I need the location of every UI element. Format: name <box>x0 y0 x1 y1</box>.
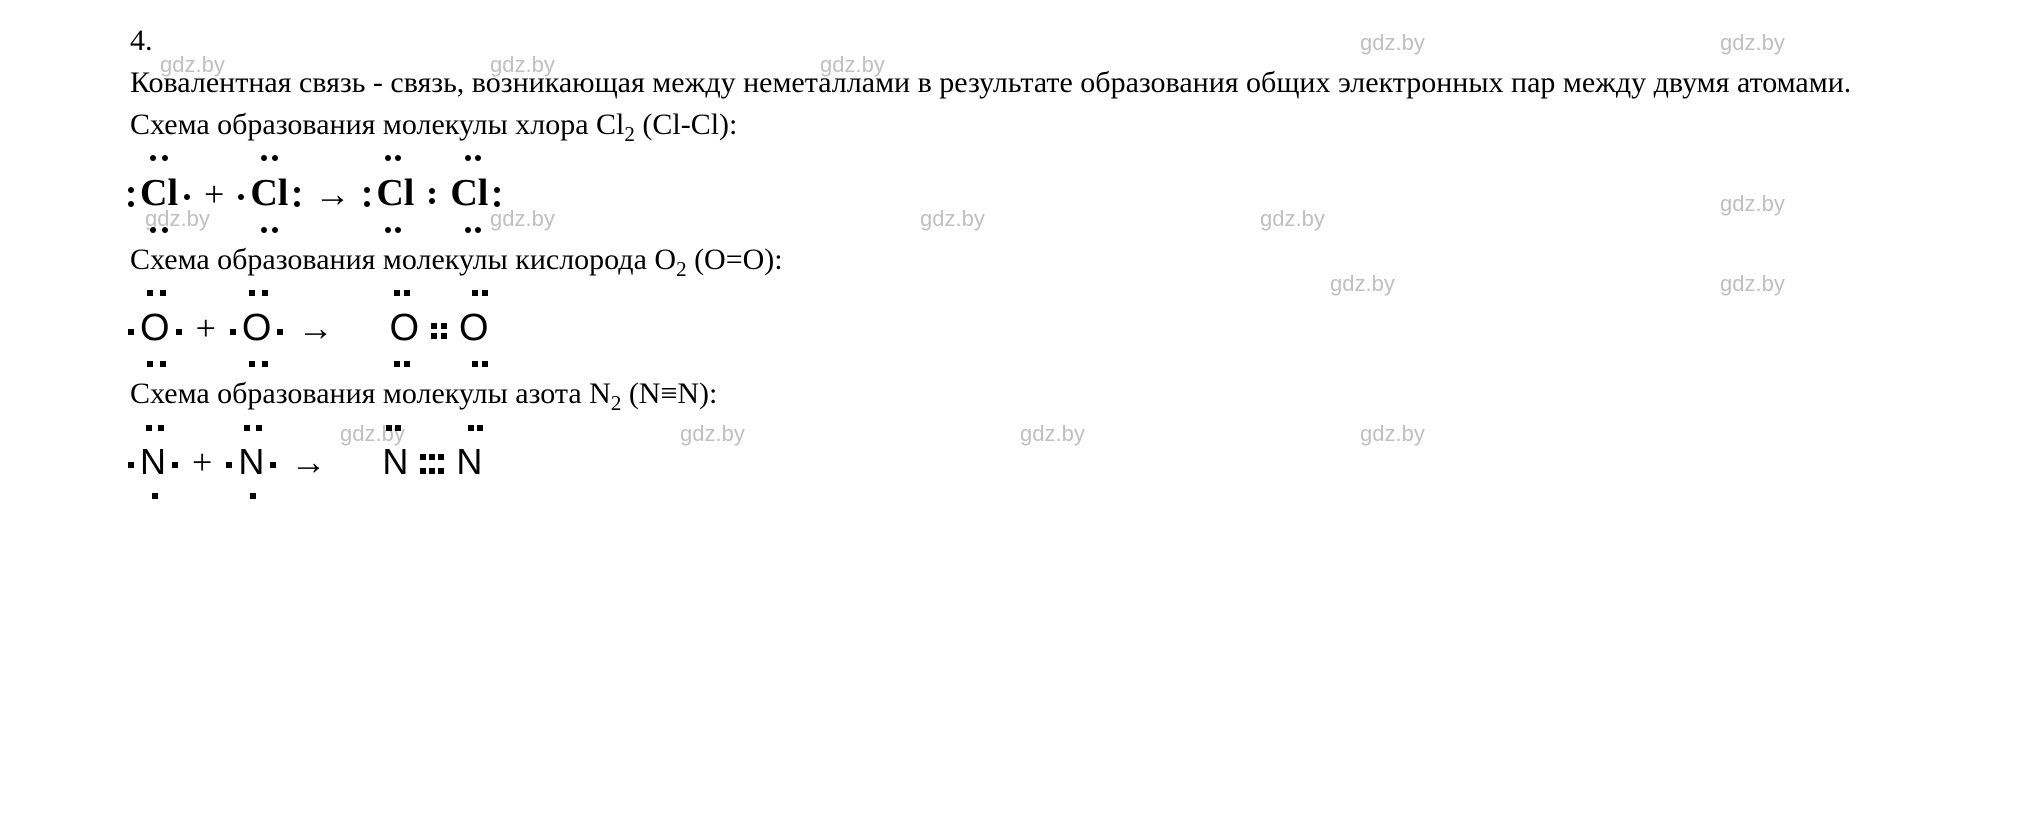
atom-label: Cl <box>140 172 178 214</box>
scheme-cl-sub: 2 <box>624 122 635 146</box>
scheme-o-text: Схема образования молекулы кислорода O <box>130 243 676 276</box>
item-number: 4. <box>60 20 1962 62</box>
watermark: gdz.by <box>1720 269 1785 300</box>
bond-single <box>428 174 436 214</box>
atom-label: O <box>140 307 170 349</box>
atom-cl-1: Cl <box>130 157 188 230</box>
atom-label: N <box>140 441 166 482</box>
atom-o-2: O <box>232 292 282 365</box>
atom-cl-bonded-l: Cl <box>366 157 418 230</box>
atom-o-bonded-l: O <box>379 292 421 365</box>
watermark: gdz.by <box>1360 28 1425 59</box>
atom-cl-bonded-r: Cl <box>446 157 498 230</box>
atom-label: N <box>382 441 408 482</box>
arrow-op: → <box>290 437 326 487</box>
watermark: gdz.by <box>1720 28 1785 59</box>
watermark: gdz.by <box>160 50 225 81</box>
atom-label: O <box>459 307 489 349</box>
scheme-n-sub: 2 <box>611 391 622 415</box>
watermark: gdz.by <box>1260 204 1325 235</box>
bond-double <box>431 309 447 349</box>
scheme-n-paren: (N≡N): <box>621 377 717 410</box>
atom-label: N <box>456 441 482 482</box>
formula-cl: Cl + Cl → Cl Cl <box>130 157 1962 230</box>
scheme-cl-heading: Схема образования молекулы хлора Cl2 (Cl… <box>60 104 1962 149</box>
scheme-n-heading: Схема образования молекулы азота N2 (N≡N… <box>60 373 1962 418</box>
atom-n-2: N <box>228 427 274 497</box>
watermark: gdz.by <box>490 50 555 81</box>
atom-label: N <box>238 441 264 482</box>
atom-o-1: O <box>130 292 180 365</box>
plus-op: + <box>196 303 216 353</box>
atom-cl-2: Cl <box>240 157 298 230</box>
bond-triple <box>420 442 444 482</box>
atom-n-bonded-r: N <box>454 427 492 497</box>
watermark: gdz.by <box>680 419 745 450</box>
arrow-op: → <box>297 303 333 353</box>
watermark: gdz.by <box>490 204 555 235</box>
scheme-n-text: Схема образования молекулы азота N <box>130 377 611 410</box>
watermark: gdz.by <box>920 204 985 235</box>
arrow-op: → <box>314 169 350 219</box>
watermark: gdz.by <box>1360 419 1425 450</box>
watermark: gdz.by <box>1720 189 1785 220</box>
scheme-cl-paren: (Cl-Cl): <box>635 108 738 141</box>
definition-paragraph: Ковалентная связь - связь, возникающая м… <box>60 62 1940 104</box>
atom-label: Cl <box>376 172 414 214</box>
plus-op: + <box>192 437 212 487</box>
atom-n-bonded-l: N <box>372 427 410 497</box>
atom-n-1: N <box>130 427 176 497</box>
scheme-o-paren: (O=O): <box>687 243 783 276</box>
scheme-o-heading: Схема образования молекулы кислорода O2 … <box>60 239 1962 284</box>
formula-o: O + O → O O <box>130 292 1962 365</box>
atom-label: Cl <box>250 172 288 214</box>
atom-label: Cl <box>450 172 488 214</box>
atom-label: O <box>242 307 272 349</box>
atom-o-bonded-r: O <box>457 292 499 365</box>
scheme-cl-text: Схема образования молекулы хлора Cl <box>130 108 624 141</box>
scheme-o-sub: 2 <box>676 257 687 281</box>
watermark: gdz.by <box>1020 419 1085 450</box>
watermark: gdz.by <box>820 50 885 81</box>
watermark: gdz.by <box>1330 269 1395 300</box>
atom-label: O <box>389 307 419 349</box>
